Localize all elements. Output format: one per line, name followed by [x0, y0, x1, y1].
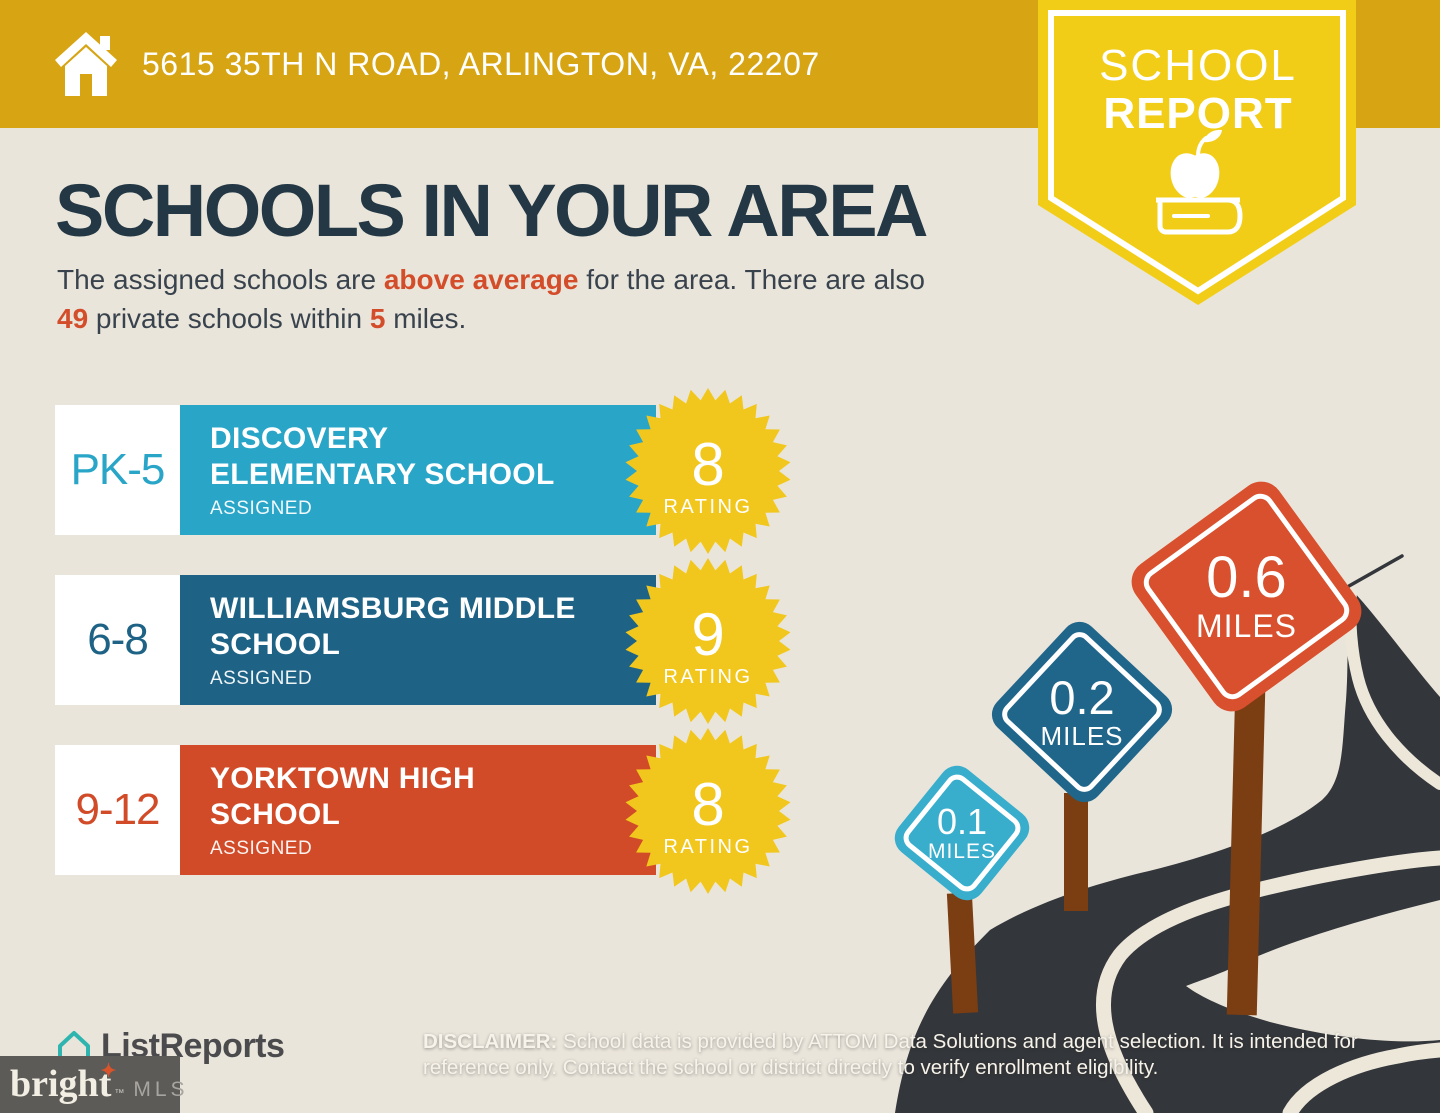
- intro-highlight-above-average: above average: [383, 264, 579, 295]
- intro-highlight-miles: 5: [369, 303, 386, 334]
- grade-range-box: PK-5: [55, 405, 180, 535]
- bright-mls-logo: bright ✦ ™ MLS: [0, 1056, 185, 1113]
- school-bar: DISCOVERY ELEMENTARY SCHOOL ASSIGNED: [180, 405, 656, 535]
- school-bar: YORKTOWN HIGH SCHOOL ASSIGNED: [180, 745, 656, 875]
- rating-label: RATING: [663, 496, 752, 518]
- rating-starburst: 8 RATING: [625, 388, 791, 554]
- school-name-line1: WILLIAMSBURG MIDDLE: [210, 591, 576, 625]
- grade-range: PK-5: [70, 445, 166, 494]
- assigned-label: ASSIGNED: [210, 667, 313, 689]
- grade-range: 6-8: [87, 615, 149, 664]
- school-row-elementary: PK-5 DISCOVERY ELEMENTARY SCHOOL ASSIGNE…: [55, 388, 795, 554]
- intro-part2: for the area. There are also: [578, 264, 926, 295]
- disclaimer: DISCLAIMER: School data is provided by A…: [423, 1029, 1363, 1081]
- disclaimer-text: School data is provided by ATTOM Data So…: [423, 1030, 1358, 1079]
- rating-value: 8: [691, 771, 724, 838]
- apple-on-book-icon: [1156, 129, 1243, 235]
- ribbon-line1: SCHOOL: [1099, 41, 1297, 90]
- grade-range-box: 6-8: [55, 575, 180, 705]
- road-centerline-right: [1282, 1042, 1440, 1113]
- starburst-shape: [625, 388, 791, 554]
- intro-highlight-private-count: 49: [57, 303, 89, 334]
- school-report-ribbon: SCHOOL REPORT: [1038, 0, 1356, 305]
- distance-value: 0.6: [1206, 545, 1287, 611]
- distance-value: 0.1: [936, 800, 988, 842]
- home-icon: [55, 32, 117, 96]
- school-name-line1: YORKTOWN HIGH: [210, 761, 476, 795]
- rating-starburst: 8 RATING: [625, 728, 791, 894]
- rating-label: RATING: [663, 666, 752, 688]
- rating-value: 9: [691, 601, 724, 668]
- rating-label: RATING: [663, 836, 752, 858]
- assigned-label: ASSIGNED: [210, 497, 313, 519]
- distance-sign-high: 0.6 MILES: [1122, 472, 1371, 721]
- road-centerline-near: [1095, 850, 1440, 1113]
- distance-value: 0.2: [1049, 671, 1115, 725]
- property-address: 5615 35TH N ROAD, ARLINGTON, VA, 22207: [142, 46, 820, 82]
- school-name-line2: SCHOOL: [210, 627, 341, 661]
- intro-part3: private schools within: [88, 303, 370, 334]
- road-vanishing-line: [1347, 554, 1404, 588]
- ribbon-inner-border: [1048, 10, 1346, 295]
- mls-wordmark: MLS: [133, 1078, 189, 1101]
- bright-wordmark: bright ✦: [10, 1061, 117, 1105]
- starburst-shape: [625, 728, 791, 894]
- school-name-line1: DISCOVERY: [210, 421, 389, 455]
- school-name-line2: ELEMENTARY SCHOOL: [210, 457, 555, 491]
- rating-value: 8: [691, 431, 724, 498]
- road-surface: [895, 588, 1440, 1113]
- distance-unit: MILES: [1040, 721, 1124, 752]
- school-name-line2: SCHOOL: [210, 797, 341, 831]
- intro-part1: The assigned schools are: [57, 264, 384, 295]
- starburst-shape: [625, 558, 791, 724]
- school-row-high: 9-12 YORKTOWN HIGH SCHOOL ASSIGNED 8 RAT…: [55, 728, 795, 894]
- school-bar: WILLIAMSBURG MIDDLE SCHOOL ASSIGNED: [180, 575, 656, 705]
- distance-unit: MILES: [927, 840, 997, 864]
- page-title: SCHOOLS IN YOUR AREA: [55, 169, 929, 252]
- intro-part4: miles.: [385, 303, 467, 334]
- sparkle-icon: ✦: [100, 1061, 117, 1082]
- distance-sign-middle: 0.2 MILES: [984, 614, 1180, 810]
- grade-range-box: 9-12: [55, 745, 180, 875]
- assigned-label: ASSIGNED: [210, 837, 313, 859]
- distance-unit: MILES: [1195, 608, 1298, 645]
- ribbon-line2: REPORT: [1103, 89, 1292, 138]
- intro-text: The assigned schools are above average f…: [57, 260, 947, 338]
- school-row-middle: 6-8 WILLIAMSBURG MIDDLE SCHOOL ASSIGNED …: [55, 558, 795, 724]
- sign-post-middle: [1064, 793, 1088, 911]
- trademark-symbol: ™: [114, 1088, 125, 1099]
- rating-starburst: 9 RATING: [625, 558, 791, 724]
- grade-range: 9-12: [75, 785, 160, 834]
- disclaimer-label: DISCLAIMER:: [423, 1030, 558, 1053]
